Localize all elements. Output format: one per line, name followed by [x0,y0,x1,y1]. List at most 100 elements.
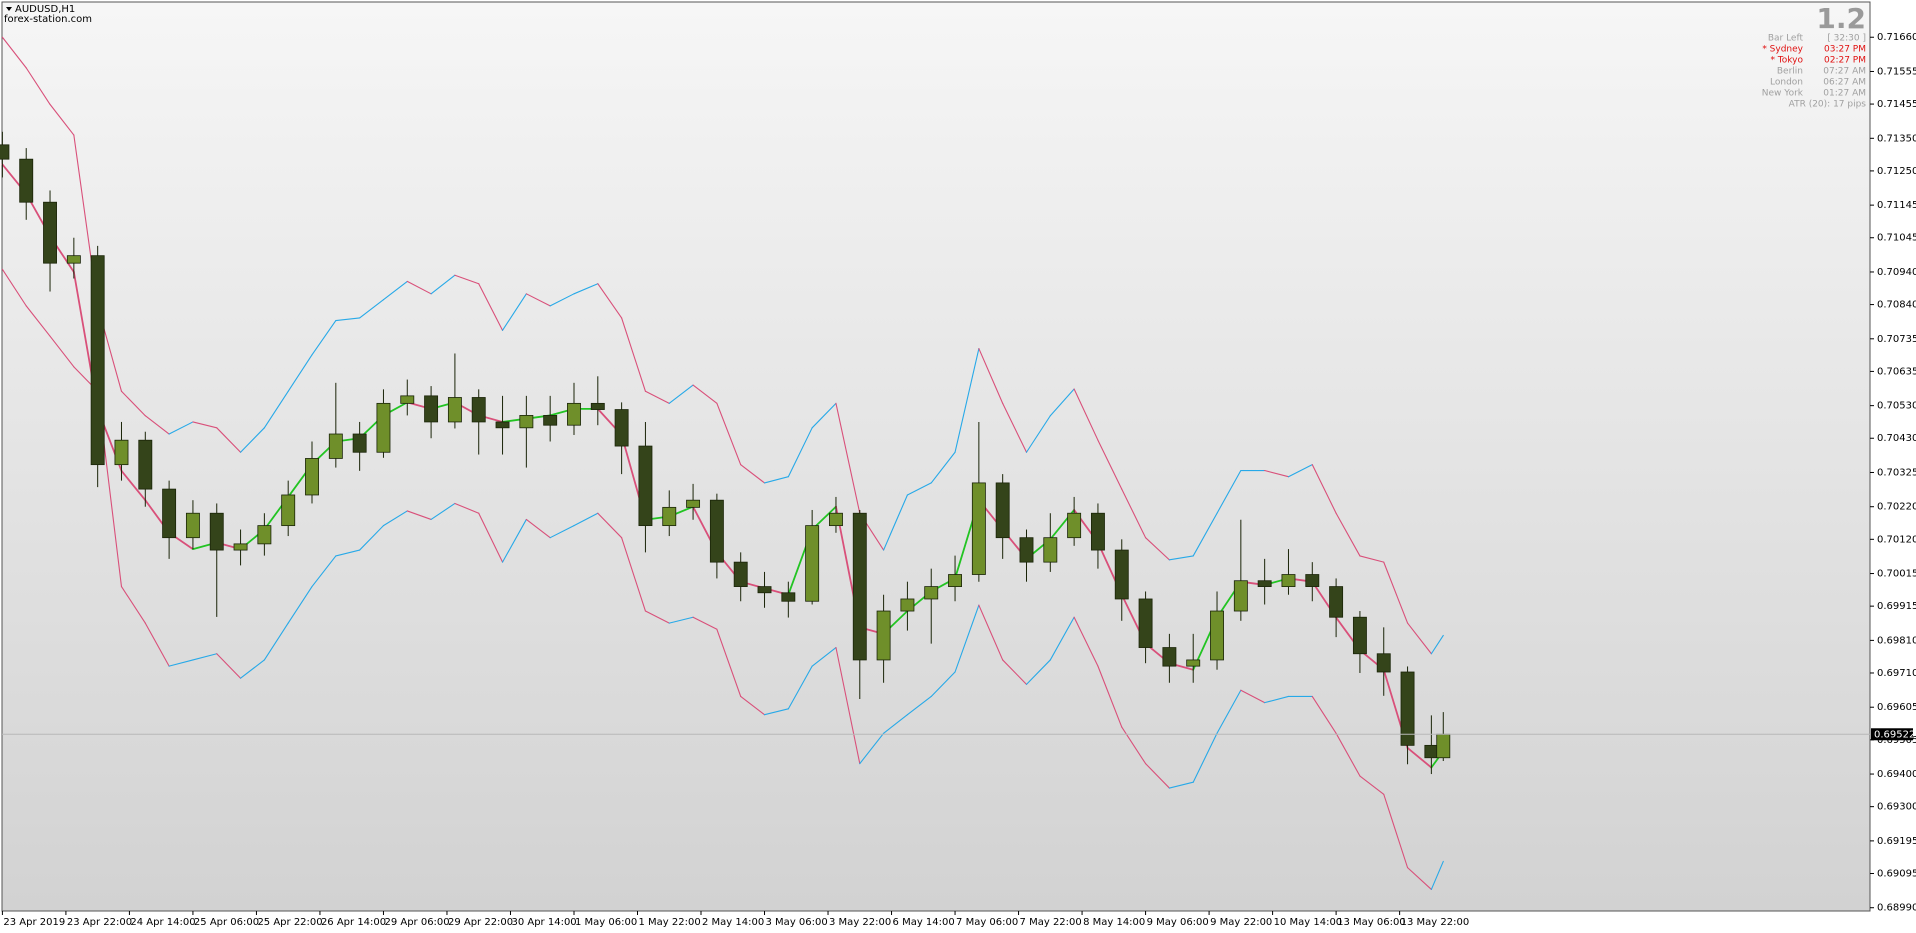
x-tick-label: 9 May 22:00 [1210,917,1272,928]
y-tick-label: 0.69915 [1877,601,1916,612]
overlay-segment [168,421,194,435]
overlay-segment [1097,439,1123,490]
y-tick-label: 0.70120 [1877,534,1916,545]
overlay-segment [1216,469,1242,514]
overlay-segment [1168,781,1194,789]
candle-body [1186,659,1201,667]
overlay-segment [311,319,337,356]
overlay-segment [906,482,932,496]
menu-arrow[interactable] [6,7,12,11]
overlay-segment [1168,555,1194,561]
candle-body [0,144,10,160]
overlay-segment [597,512,623,539]
overlay-segment [1121,726,1147,765]
info-label: London [1770,78,1803,88]
x-tick-label: 30 Apr 14:00 [511,917,576,928]
candle-body [66,255,81,264]
info-label: Bar Left [1768,34,1804,44]
overlay-segment [549,525,575,539]
overlay-segment [1145,537,1170,561]
overlay-segment [1073,616,1099,667]
overlay-segment [1121,488,1147,539]
version: 1.2 [1816,2,1866,35]
overlay-segment [692,616,718,630]
candle-body [328,433,343,459]
candle-body [495,421,510,429]
overlay-segment [1192,512,1218,557]
info-label: New York [1762,89,1804,99]
overlay-segment [49,335,75,368]
overlay-segment [1073,388,1099,441]
candle-body [1067,512,1082,539]
candle-body [19,158,34,203]
overlay-segment [144,415,170,435]
candle-body [805,525,820,602]
y-tick-label: 0.70635 [1877,366,1916,377]
candle-body [686,499,701,508]
overlay-segment [859,732,885,765]
overlay-segment [1359,555,1385,563]
x-tick-label: 7 May 06:00 [956,917,1018,928]
candle-body [590,402,605,410]
overlay-segment [454,502,480,514]
overlay-segment [763,708,789,716]
overlay-segment [192,421,218,429]
overlay-segment [287,586,313,624]
candle-body [995,482,1010,539]
x-tick-label: 7 May 22:00 [1020,917,1082,928]
y-tick-label: 0.71455 [1877,99,1916,110]
overlay-segment [954,604,980,673]
overlay-segment [811,402,837,429]
info-value: [ 32:30 ] [1827,34,1866,44]
overlay-segment [1025,659,1051,685]
info-label: Berlin [1777,67,1803,77]
candle-body [709,499,724,563]
overlay-segment [216,427,242,453]
overlay-segment [1335,732,1361,777]
y-tick-label: 0.68990 [1877,903,1916,914]
overlay-segment [1049,388,1075,417]
overlay-segment [1383,561,1409,624]
y-tick-label: 0.71660 [1877,32,1916,43]
candle-body [948,574,962,587]
candle-body [138,439,153,490]
overlay-segment [621,317,646,392]
overlay-segment [1025,415,1051,453]
overlay-segment [668,384,694,404]
y-tick-label: 0.70220 [1877,502,1916,513]
candle-body [305,458,319,496]
y-tick-label: 0.69095 [1877,868,1916,879]
info-value: 03:27 PM [1824,45,1866,55]
overlay-segment [120,469,147,502]
overlay-segment [1002,402,1028,453]
candle-body [924,586,939,600]
y-tick-label: 0.71350 [1877,133,1916,144]
overlay-segment [1287,464,1313,478]
overlay-segment [501,518,527,563]
overlay-segment [335,549,361,557]
candle-body [1257,580,1272,587]
overlay-segment [787,665,813,710]
x-tick-label: 10 May 14:00 [1274,917,1343,928]
candle-body [1138,598,1153,648]
overlay-segment [811,647,837,667]
overlay-segment [1,36,27,69]
site: forex-station.com [4,14,92,25]
overlay-segment [144,622,170,667]
info-label: * Sydney [1762,45,1803,55]
candle-body [971,482,986,575]
candle-body [1281,574,1296,587]
overlay-segment [1406,747,1433,769]
candle-body [876,610,891,661]
overlay-segment [835,647,861,765]
y-tick-label: 0.69810 [1877,635,1916,646]
overlay-segment [478,512,504,563]
candle-body [614,409,629,447]
info-panel: Bar Left [ 32:30 ] * Sydney 03:27 PM * Tokyo… [1762,34,1866,99]
overlay-segment [287,354,313,392]
x-tick-label: 23 Apr 2019 [3,917,65,928]
overlay-segment [883,714,908,734]
overlay-segment [692,384,718,404]
overlay-segment [1049,616,1075,661]
candle-body [1400,671,1415,746]
